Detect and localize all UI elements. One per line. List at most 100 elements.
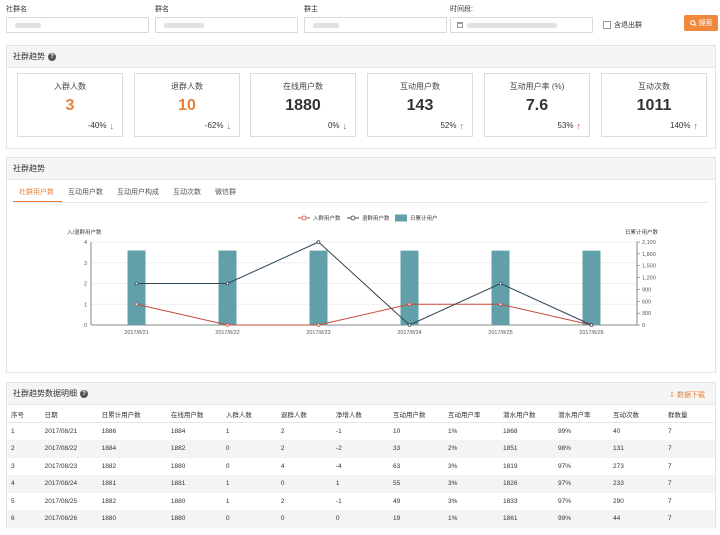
table-cell: 2017/08/22 — [40, 440, 98, 458]
column-header: 群数量 — [663, 405, 715, 423]
table-cell: 49 — [392, 497, 401, 505]
help-icon[interactable]: ? — [48, 52, 56, 61]
bar-daily-cumulative — [218, 250, 237, 325]
table-cell: 1819 — [502, 462, 518, 470]
download-icon: ⇩ — [669, 392, 676, 399]
tab-3[interactable]: 互动次数 — [173, 189, 201, 196]
group-name-label: 群名 — [155, 6, 169, 13]
table-cell: 98% — [553, 440, 609, 458]
series-line — [136, 303, 592, 326]
table-cell: 1880 — [170, 497, 186, 505]
table-cell: 2017/08/25 — [44, 497, 78, 505]
table-cell: 33 — [388, 440, 444, 458]
table-cell: 44 — [608, 510, 664, 528]
x-tick-label: 2017/8/23 — [306, 330, 330, 336]
y2-tick-label: 300 — [642, 311, 651, 317]
column-header: 潜水用户率 — [553, 405, 609, 423]
blurred-value — [313, 23, 339, 28]
x-tick-label: 2017/8/24 — [397, 330, 421, 336]
y2-tick-label: 1,500 — [642, 264, 656, 270]
table-cell: 1% — [443, 510, 499, 528]
table-header-row: 序号 日期 日累计用户数 在线用户数 入群人数 退群人数 净增人数 互动用户数 互动用户率 潜水用… — [7, 405, 715, 423]
panel-title: 社群趋势 — [13, 164, 45, 173]
blurred-value — [15, 23, 41, 28]
community-name-filter: 社群名 — [6, 5, 149, 33]
bar-daily-cumulative — [309, 250, 328, 325]
table-cell: 1 — [225, 428, 230, 435]
trend-summary-header: 社群趋势 ? — [7, 46, 715, 68]
arrow-down-icon: ↓ — [342, 120, 348, 131]
quit-group-checkbox[interactable]: 含退出群 — [603, 20, 642, 30]
metric-title: 入群人数 — [54, 82, 86, 91]
series-point — [407, 302, 412, 307]
series-point — [225, 323, 230, 327]
download-link[interactable]: ⇩ 数据下载 — [669, 390, 705, 400]
table-cell: 1884 — [97, 440, 167, 458]
table-cell: 2 — [276, 440, 332, 458]
table-cell: 1880 — [170, 462, 186, 470]
owner-filter: 群主 — [304, 5, 447, 33]
tab-0[interactable]: 社群用户数 — [13, 188, 62, 202]
metric-card: 在线用户数 1880 0% ↓ — [250, 73, 356, 137]
table-cell: 7 — [663, 475, 715, 493]
series-point — [407, 323, 412, 327]
table-cell: 1833 — [502, 497, 518, 505]
metric-card: 互动用户率 (%) 7.6 53% ↑ — [484, 73, 590, 137]
table-cell: 2 — [7, 440, 41, 458]
tab-4[interactable]: 微信群 — [215, 189, 236, 196]
table-cell: 2017/08/26 — [40, 510, 98, 528]
metric-value: 143 — [406, 97, 434, 114]
table-cell: 131 — [608, 440, 664, 458]
x-tick-label: 2017/8/22 — [215, 330, 239, 336]
table-cell: 4 — [280, 462, 285, 470]
arrow-down-icon: ↓ — [109, 120, 115, 131]
legend-marker-icon — [301, 215, 307, 221]
table-row: 4 2017/08/24 1881 1881 1 0 1 55 3% 1826 97% 233 7 — [7, 475, 715, 493]
table-cell: 4 — [7, 475, 41, 493]
metric-title: 互动次数 — [638, 82, 670, 91]
group-name-filter: 群名 — [155, 5, 298, 33]
tab-2[interactable]: 互动用户构成 — [117, 189, 159, 196]
table-cell: 290 — [612, 497, 624, 505]
trend-chart: 0 1 2 3 4 0 300 600 900 1,200 1,500 1,800 2,100 入/退群用… — [67, 214, 659, 336]
search-button[interactable]: 搜索 — [684, 15, 718, 31]
time-range-input[interactable] — [450, 17, 593, 33]
table-cell: 3% — [443, 475, 499, 493]
owner-input[interactable] — [304, 17, 447, 33]
table-cell: 99% — [557, 428, 571, 435]
y2-axis-title: 日累计用户数 — [625, 228, 659, 236]
blurred-value — [467, 23, 557, 28]
y2-tick-label: 0 — [642, 323, 645, 329]
table-cell: 1 — [11, 428, 15, 435]
group-name-input[interactable] — [155, 17, 298, 33]
column-header: 净增人数 — [331, 405, 389, 423]
table-cell: 3 — [11, 462, 15, 470]
table-cell: 1882 — [101, 462, 117, 470]
metric-card: 互动次数 1011 140% ↑ — [601, 73, 707, 137]
metric-change: 52% ↑ — [440, 121, 464, 130]
table-cell: 97% — [557, 462, 571, 470]
legend-label: 入群用户数 — [313, 214, 341, 222]
trend-chart-panel: 社群趋势 社群用户数 互动用户数 互动用户构成 互动次数 微信群 0 1 2 3 4 0 300 60… — [6, 157, 716, 373]
metric-change: 140% ↑ — [670, 121, 698, 130]
quit-group-label: 含退出群 — [614, 22, 642, 29]
table-cell: 2% — [443, 440, 499, 458]
community-name-input[interactable] — [6, 17, 149, 33]
metric-change: 53% ↑ — [557, 121, 581, 130]
y2-tick-label: 900 — [642, 287, 651, 293]
metric-title: 退群人数 — [171, 82, 203, 91]
table-cell: 1868 — [502, 428, 518, 435]
table-cell: 1882 — [101, 497, 117, 505]
checkbox-box[interactable] — [603, 21, 611, 29]
table-cell: 273 — [612, 462, 624, 470]
bar-daily-cumulative — [127, 250, 146, 325]
table-cell: 1882 — [166, 440, 222, 458]
help-icon[interactable]: ? — [80, 389, 88, 398]
metric-card: 入群人数 3 -40% ↓ — [17, 73, 123, 137]
filter-bar: 社群名 群名 群主 时间段: 含退出群 搜索 — [0, 0, 720, 38]
tab-1[interactable]: 互动用户数 — [68, 189, 103, 196]
series-point — [316, 323, 321, 327]
series-point — [498, 302, 503, 307]
column-header: 在线用户数 — [166, 405, 222, 423]
metric-value: 7.6 — [525, 97, 549, 114]
